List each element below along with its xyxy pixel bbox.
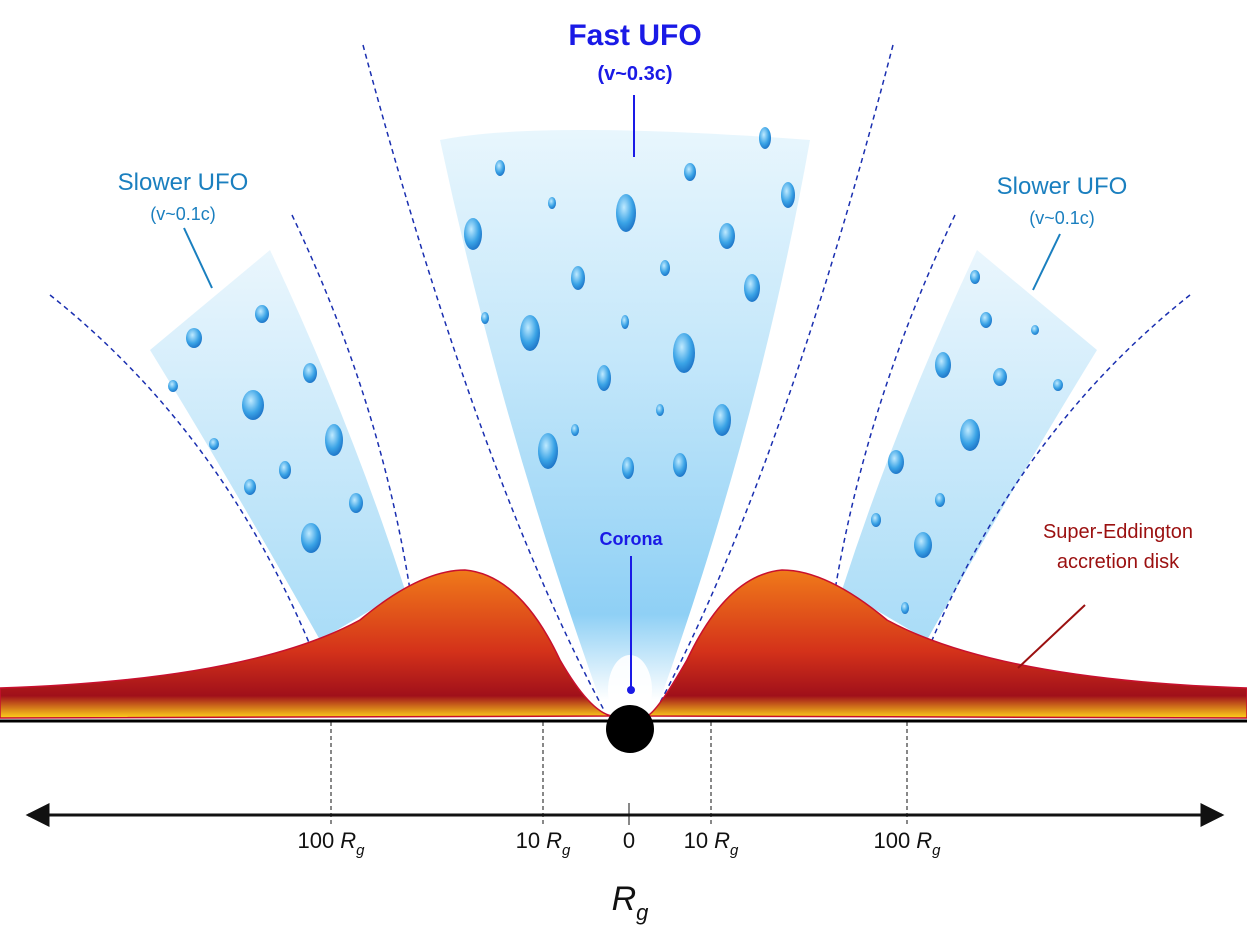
pointer <box>183 227 213 289</box>
tick-number: 10 <box>516 828 540 853</box>
tick-subscript: g <box>932 842 941 859</box>
pointer-dot <box>627 686 635 694</box>
droplet <box>303 363 317 383</box>
droplet <box>970 270 980 284</box>
droplet <box>759 127 771 149</box>
tick-number: 100 <box>298 828 335 853</box>
label: (v~0.3c) <box>597 63 672 85</box>
droplets <box>168 127 1063 614</box>
tick-number: 0 <box>623 828 635 853</box>
ticks: 100 Rg 10 Rg 0 10 Rg 100 Rg <box>298 722 942 859</box>
droplet <box>1031 325 1039 335</box>
label: accretion disk <box>1057 551 1180 573</box>
droplet <box>719 223 735 249</box>
cone-edge <box>929 294 1191 646</box>
droplet <box>656 404 664 416</box>
droplet <box>325 424 343 456</box>
cone-edge <box>834 214 956 591</box>
slow-ufo-cone-left <box>150 250 405 640</box>
label: (v~0.1c) <box>1029 208 1095 228</box>
tick-label: 0 <box>623 828 635 853</box>
tick-label: 100 Rg <box>298 828 366 859</box>
disk-right <box>646 569 1247 719</box>
pointer <box>1032 233 1061 291</box>
droplet <box>349 493 363 513</box>
disk-left <box>0 569 613 719</box>
tick-label: 10 Rg <box>516 828 571 859</box>
droplet <box>960 419 980 451</box>
droplet <box>186 328 202 348</box>
droplet <box>901 602 909 614</box>
droplet <box>495 160 505 176</box>
tick-label: 10 Rg <box>684 828 739 859</box>
droplet <box>255 305 269 323</box>
droplet <box>935 352 951 378</box>
tick-subscript: g <box>562 842 571 859</box>
tick-symbol: R <box>340 828 356 853</box>
black-hole <box>606 705 654 753</box>
droplet <box>673 453 687 477</box>
pointer <box>1017 604 1086 669</box>
droplet <box>684 163 696 181</box>
tick-symbol: R <box>916 828 932 853</box>
droplet <box>538 433 558 469</box>
droplet <box>1053 379 1063 391</box>
tick-symbol: R <box>714 828 730 853</box>
droplet <box>616 194 636 232</box>
droplet <box>713 404 731 436</box>
droplet <box>209 438 219 450</box>
tick-number: 100 <box>874 828 911 853</box>
label: Fast UFO <box>568 19 701 52</box>
droplet <box>481 312 489 324</box>
droplet <box>242 390 264 420</box>
tick-label: 100 Rg <box>874 828 942 859</box>
droplet <box>244 479 256 495</box>
droplet <box>993 368 1007 386</box>
droplet <box>571 424 579 436</box>
droplet <box>168 380 178 392</box>
label: Super-Eddington <box>1043 521 1193 543</box>
tick-number: 10 <box>684 828 708 853</box>
droplet <box>980 312 992 328</box>
droplet <box>744 274 760 302</box>
droplet <box>622 457 634 479</box>
tick-symbol: R <box>546 828 562 853</box>
droplet <box>935 493 945 507</box>
droplet <box>520 315 540 351</box>
cone-edges <box>49 44 1191 713</box>
tick-subscript: g <box>356 842 365 859</box>
pointers <box>183 95 1086 694</box>
droplet <box>548 197 556 209</box>
cone-edge <box>362 44 606 713</box>
droplet <box>597 365 611 391</box>
droplet <box>781 182 795 208</box>
droplet <box>571 266 585 290</box>
droplet <box>301 523 321 553</box>
droplet <box>914 532 932 558</box>
label: Slower UFO <box>997 173 1128 200</box>
droplet <box>279 461 291 479</box>
tick-subscript: g <box>730 842 739 859</box>
cone-edge <box>291 214 411 591</box>
label: Slower UFO <box>118 169 249 196</box>
labels: Fast UFO (v~0.3c) Slower UFO (v~0.1c) Sl… <box>118 19 1193 573</box>
droplet <box>660 260 670 276</box>
droplet <box>621 315 629 329</box>
label: (v~0.1c) <box>150 204 216 224</box>
label: Corona <box>600 529 664 549</box>
cone-edge <box>654 44 894 713</box>
cone-edge <box>49 294 311 646</box>
droplet <box>871 513 881 527</box>
droplet <box>464 218 482 250</box>
droplet <box>888 450 904 474</box>
droplet <box>673 333 695 373</box>
axis-label: Rg <box>612 880 650 925</box>
fast-ufo-cone <box>440 130 810 700</box>
